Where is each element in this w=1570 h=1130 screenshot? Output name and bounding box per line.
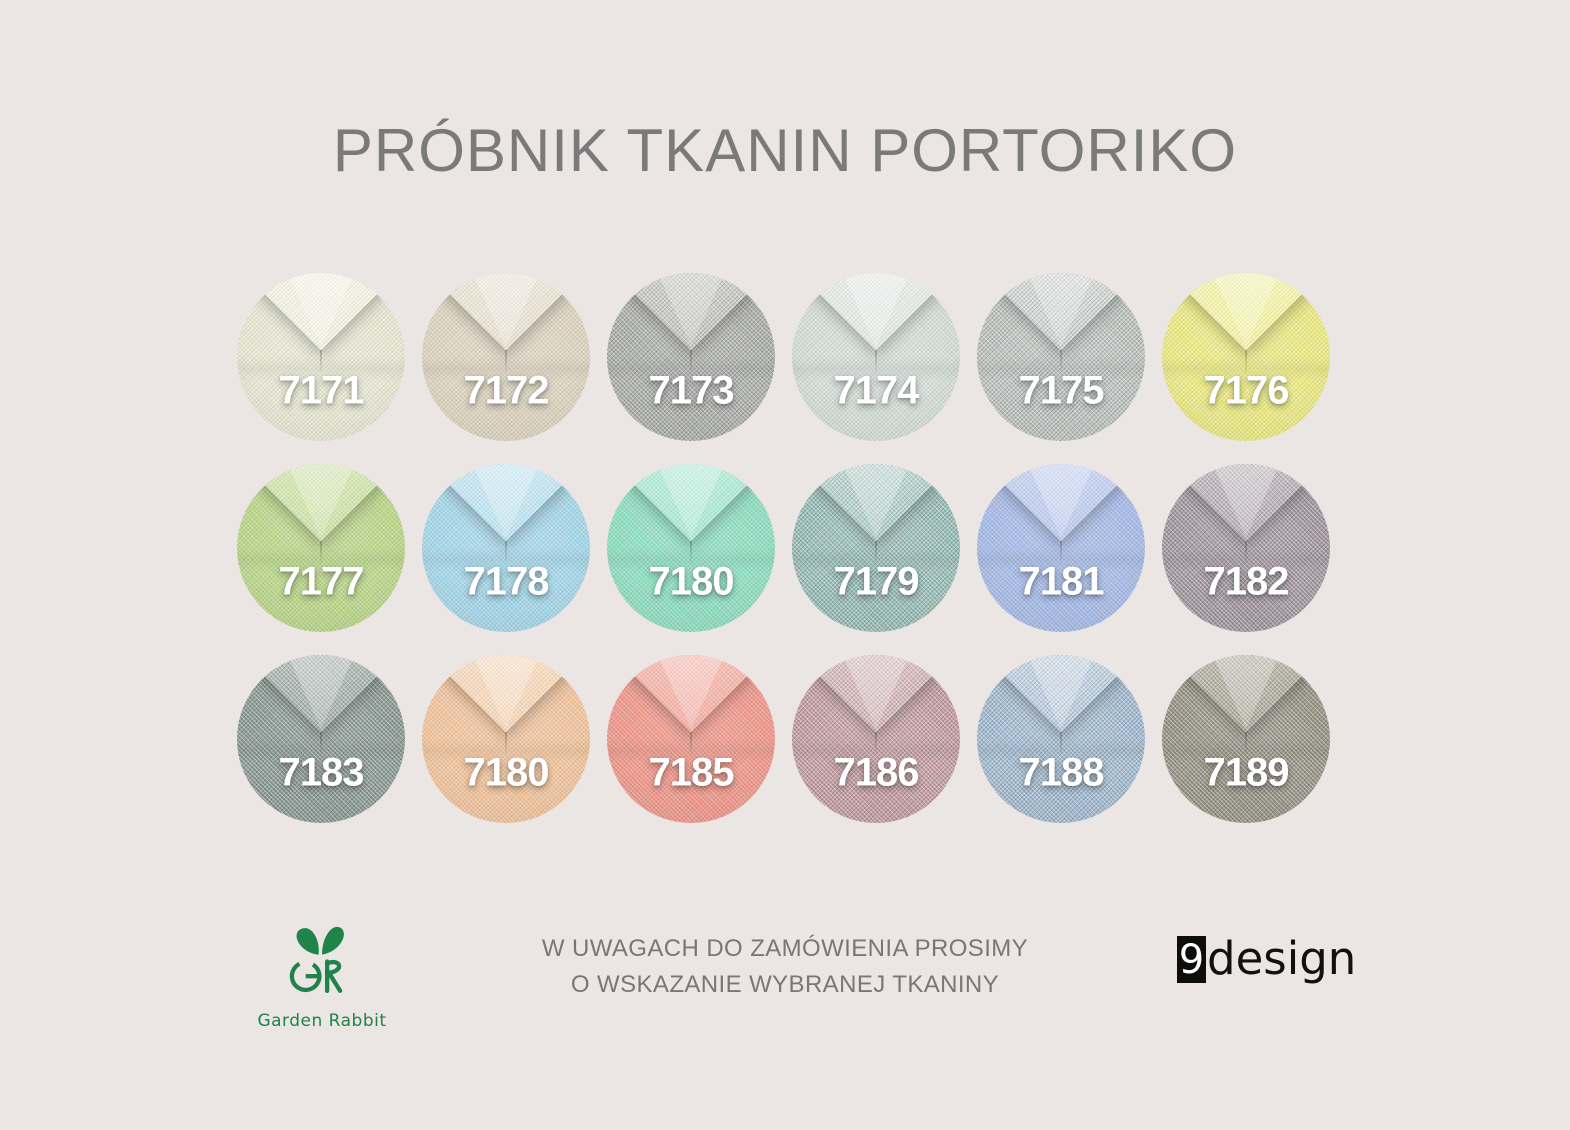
fabric-swatch: 7189: [1162, 655, 1330, 823]
corner-seam: [690, 541, 692, 567]
fabric-code: 7180: [463, 750, 550, 795]
mattress-corner: [977, 655, 1145, 823]
mattress-corner: [237, 464, 405, 632]
ninedesign-logo: 9 design: [1177, 936, 1356, 983]
garden-rabbit-monogram-icon: [289, 926, 344, 993]
corner-seam: [875, 732, 877, 758]
mattress-corner: [607, 655, 775, 823]
corner-seam: [320, 541, 322, 567]
corner-seam: [320, 350, 322, 376]
fabric-swatch: 7186: [792, 655, 960, 823]
corner-seam: [875, 541, 877, 567]
corner-seam: [505, 350, 507, 376]
mattress-corner: [977, 273, 1145, 441]
mattress-corner: [1162, 273, 1330, 441]
fabric-swatch: 7188: [977, 655, 1145, 823]
fabric-texture: [237, 655, 405, 823]
mattress-corner: [792, 273, 960, 441]
ninedesign-wordmark: design: [1207, 932, 1357, 985]
mattress-corner: [422, 464, 590, 632]
mattress-corner: [422, 273, 590, 441]
fabric-code: 7180: [648, 559, 735, 604]
garden-rabbit-logo: Garden Rabbit: [252, 922, 392, 1031]
fabric-code: 7181: [1018, 559, 1105, 604]
ninedesign-box-icon: 9: [1177, 936, 1206, 983]
fabric-swatch: 7174: [792, 273, 960, 441]
fabric-code: 7172: [463, 368, 550, 413]
corner-seam: [1245, 350, 1247, 376]
mattress-corner: [1162, 655, 1330, 823]
corner-seam: [505, 732, 507, 758]
fabric-swatch: 7172: [422, 273, 590, 441]
mattress-corner: [422, 655, 590, 823]
fabric-code: 7188: [1018, 750, 1105, 795]
fabric-swatch: 7177: [237, 464, 405, 632]
mattress-corner: [607, 464, 775, 632]
order-note: W UWAGACH DO ZAMÓWIENIA PROSIMY O WSKAZA…: [0, 931, 1570, 1003]
fabric-code: 7171: [278, 368, 365, 413]
mattress-corner: [792, 655, 960, 823]
fabric-swatch: 7178: [422, 464, 590, 632]
fabric-code: 7186: [833, 750, 920, 795]
corner-seam: [875, 350, 877, 376]
corner-seam: [505, 541, 507, 567]
corner-seam: [1060, 350, 1062, 376]
corner-seam: [320, 732, 322, 758]
fabric-swatch: 7185: [607, 655, 775, 823]
fabric-code: 7178: [463, 559, 550, 604]
fabric-swatch: 7180: [607, 464, 775, 632]
corner-seam: [690, 350, 692, 376]
order-note-line1: W UWAGACH DO ZAMÓWIENIA PROSIMY: [541, 935, 1029, 962]
mattress-corner: [1162, 464, 1330, 632]
corner-seam: [1245, 541, 1247, 567]
fabric-code: 7174: [833, 368, 920, 413]
fabric-code: 7175: [1018, 368, 1105, 413]
corner-seam: [690, 732, 692, 758]
mattress-corner: [977, 464, 1145, 632]
swatch-grid: 7171 7172 7173 7174 7175: [237, 273, 1330, 823]
fabric-swatch: 7179: [792, 464, 960, 632]
fabric-code: 7183: [278, 750, 365, 795]
corner-seam: [1060, 541, 1062, 567]
fabric-code: 7176: [1203, 368, 1290, 413]
fabric-swatch: 7175: [977, 273, 1145, 441]
fabric-code: 7185: [648, 750, 735, 795]
fabric-code: 7182: [1203, 559, 1290, 604]
mattress-corner: [237, 655, 405, 823]
mattress-corner: [237, 273, 405, 441]
garden-rabbit-label: Garden Rabbit: [257, 1011, 387, 1031]
mattress-corner: [607, 273, 775, 441]
corner-seam: [1245, 732, 1247, 758]
fabric-swatch: 7173: [607, 273, 775, 441]
fabric-code: 7173: [648, 368, 735, 413]
page-title: PRÓBNIK TKANIN PORTORIKO: [332, 117, 1238, 184]
fabric-code: 7177: [278, 559, 365, 604]
fabric-texture: [792, 273, 960, 441]
fabric-swatch: 7181: [977, 464, 1145, 632]
fabric-swatch: 7171: [237, 273, 405, 441]
corner-seam: [1060, 732, 1062, 758]
fabric-code: 7179: [833, 559, 920, 604]
fabric-swatch: 7183: [237, 655, 405, 823]
mattress-corner: [792, 464, 960, 632]
fabric-swatch: 7180: [422, 655, 590, 823]
order-note-line2: O WSKAZANIE WYBRANEJ TKANINY: [570, 971, 1000, 998]
fabric-swatch: 7176: [1162, 273, 1330, 441]
fabric-swatch: 7182: [1162, 464, 1330, 632]
fabric-code: 7189: [1203, 750, 1290, 795]
